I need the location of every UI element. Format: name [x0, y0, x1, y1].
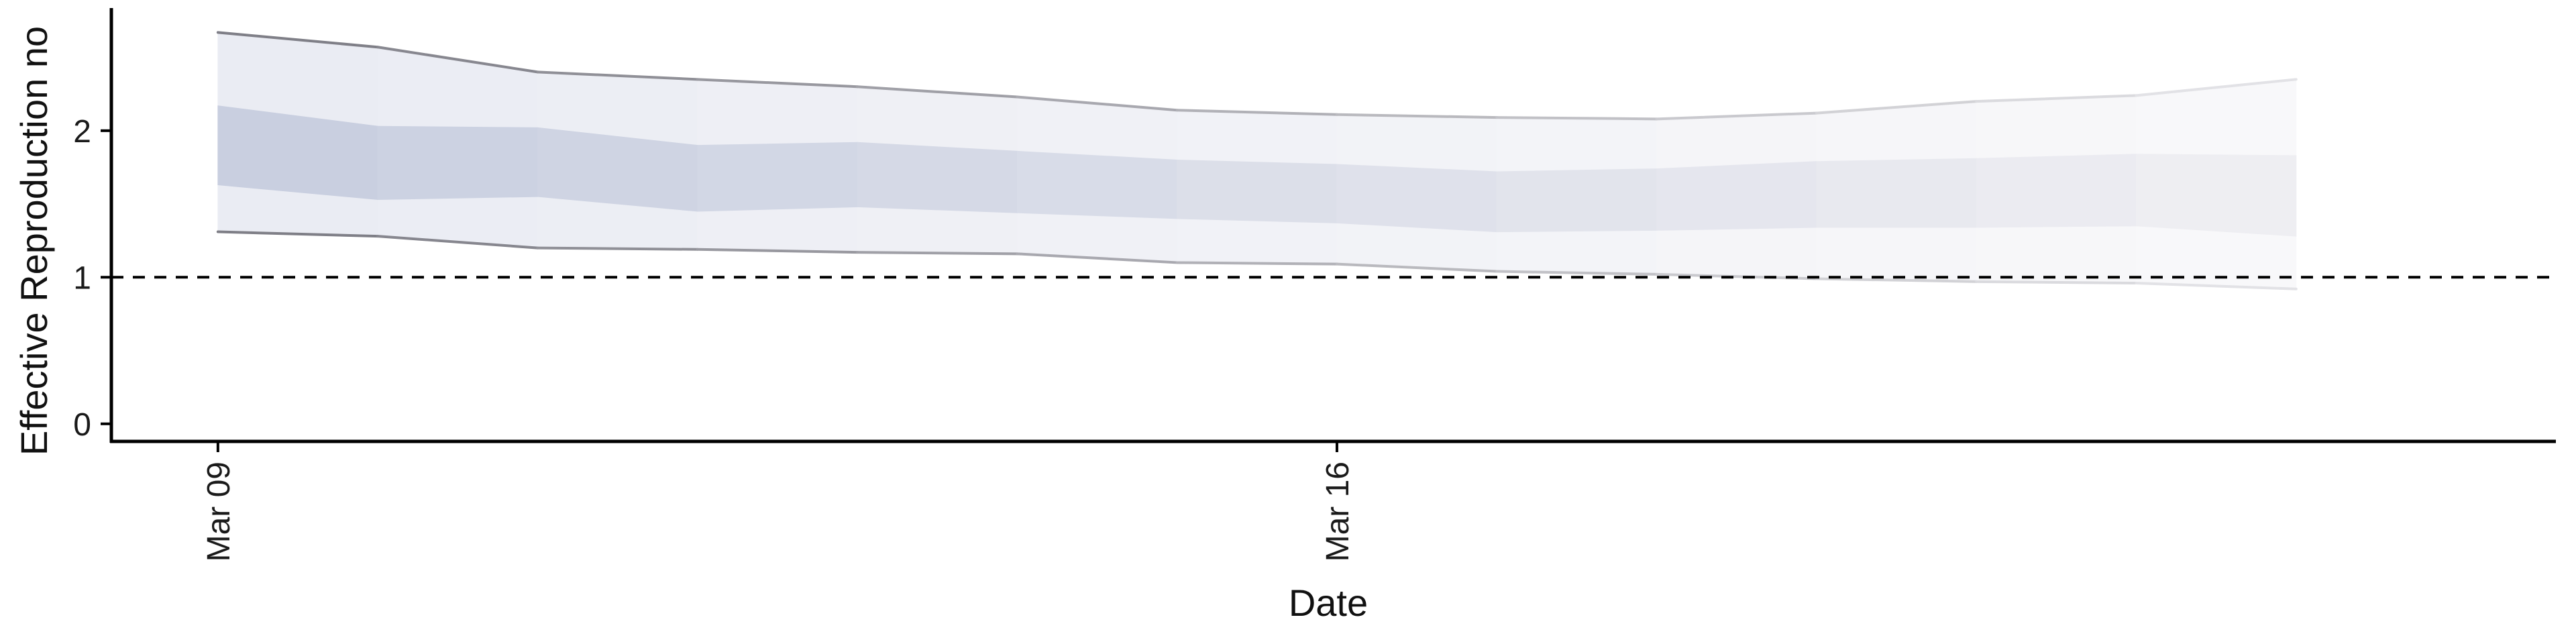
outer-band-lower-line-segment: [1495, 270, 1658, 276]
y-tick-label: 0: [73, 407, 91, 443]
outer-band-upper-line-segment: [216, 31, 380, 49]
outer-band-lower-line-segment: [1175, 261, 1338, 266]
outer-band-lower-line-segment: [1335, 262, 1499, 273]
inner-band-segment: [1816, 158, 1977, 228]
inner-band-segment: [1976, 154, 2137, 228]
outer-band-upper-line-segment: [536, 70, 699, 81]
y-tick-label: 1: [73, 260, 91, 296]
x-tick-label: Mar 09: [201, 462, 237, 561]
y-axis-title: Effective Reproduction no: [13, 26, 55, 455]
outer-band-lower-line-segment: [376, 235, 539, 250]
outer-band-upper-line-segment: [856, 85, 1019, 99]
outer-band-upper-line-segment: [696, 78, 859, 89]
outer-band-upper-line-segment: [1815, 100, 1978, 115]
inner-band-segment: [1336, 164, 1497, 233]
y-ticks: 0 1 2: [73, 114, 111, 443]
outer-band-upper-line-segment: [2135, 78, 2298, 97]
outer-band-lower-line-segment: [2135, 282, 2298, 290]
inner-band-segment: [1016, 150, 1178, 219]
x-tick-label: Mar 16: [1320, 462, 1356, 561]
inner-band-segment: [1177, 159, 1338, 223]
axes: [109, 8, 2556, 443]
outer-band-upper-line-segment: [1655, 111, 1818, 121]
outer-band-lower-line-segment: [696, 248, 859, 254]
band-boundary-lines: [216, 31, 2298, 290]
outer-band-lower-line-segment: [1975, 280, 2138, 285]
bands-layer: [217, 32, 2297, 290]
y-tick-label: 2: [73, 114, 91, 150]
outer-band-upper-line-segment: [1016, 95, 1179, 112]
outer-band-upper-line-segment: [376, 46, 539, 74]
outer-band-upper-line-segment: [1495, 116, 1658, 121]
outer-band-upper-line-segment: [1335, 113, 1499, 119]
outer-band-lower-line-segment: [1016, 252, 1179, 264]
inner-band-segment: [377, 125, 538, 201]
outer-band-lower-line-segment: [536, 246, 699, 251]
inner-band-segment: [1496, 168, 1658, 233]
outer-band-upper-line-segment: [1175, 109, 1338, 116]
outer-band-upper-line-segment: [1975, 94, 2138, 103]
outer-band-lower-line-segment: [856, 251, 1019, 256]
outer-band-lower-line-segment: [1815, 277, 1978, 283]
x-ticks: Mar 09 Mar 16: [201, 441, 1356, 561]
x-axis-title: Date: [1289, 582, 1368, 624]
inner-band-segment: [697, 142, 858, 212]
inner-band-segment: [1656, 161, 1817, 231]
outer-band-lower-line-segment: [216, 230, 380, 238]
inner-band-segment: [2136, 154, 2297, 237]
inner-band-segment: [857, 142, 1018, 213]
